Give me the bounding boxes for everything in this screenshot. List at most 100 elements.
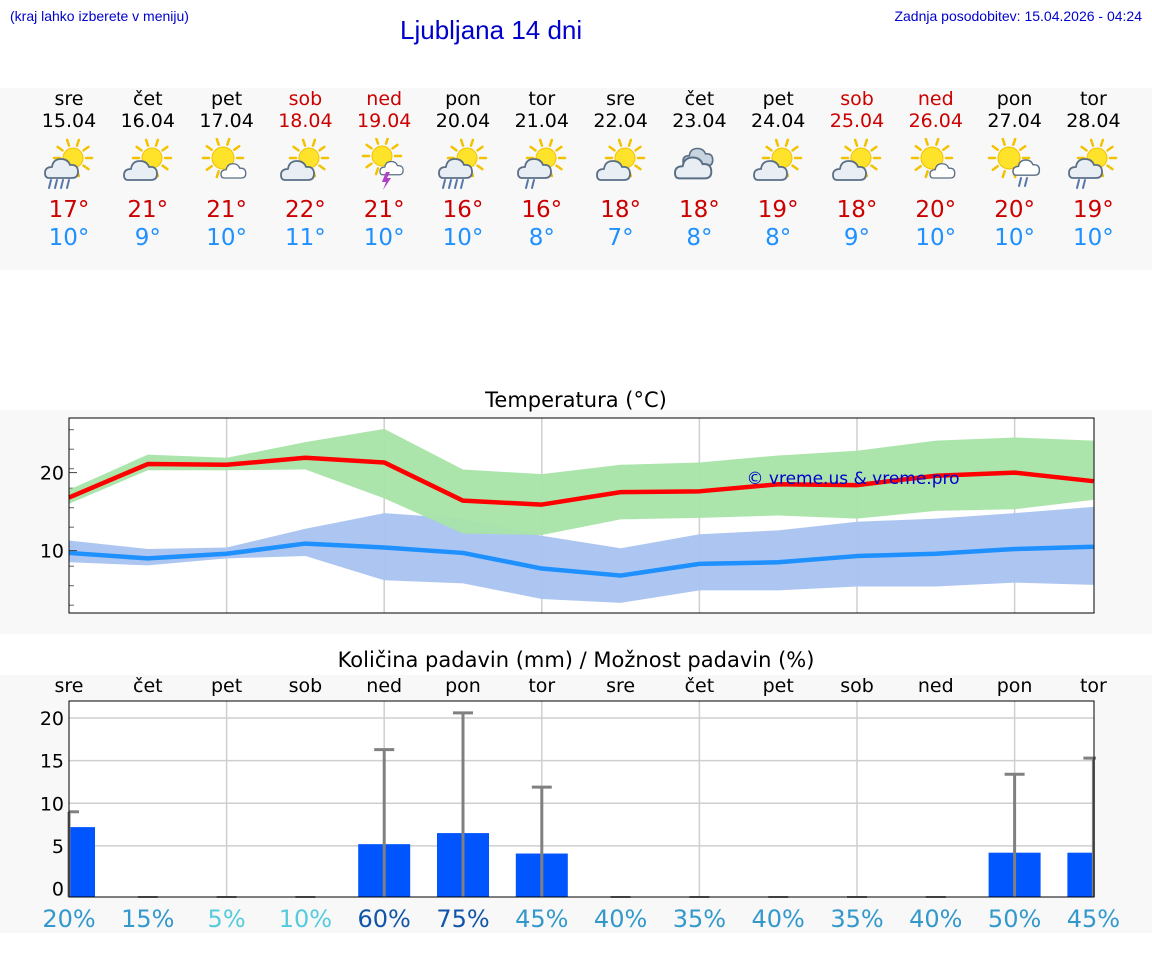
max-temperature: 18° xyxy=(836,197,878,223)
day-column: sre 22.04 18° 7° xyxy=(576,88,666,252)
forecast-band xyxy=(0,88,1152,270)
max-temperature: 16° xyxy=(442,197,484,223)
day-date: 27.04 xyxy=(987,110,1042,132)
partly-sunny-rain-icon xyxy=(438,138,488,189)
day-column: ned 19.04 21° 10° xyxy=(339,88,429,252)
day-name: sre xyxy=(54,88,84,110)
precipitation-probability: 75% xyxy=(436,905,489,933)
weekday-label: pet xyxy=(763,675,794,697)
day-name: ned xyxy=(366,88,403,110)
y-tick-label: 20 xyxy=(40,708,64,730)
partly-sunny-icon xyxy=(753,138,803,181)
watermark: © vreme.us & vreme.pro xyxy=(746,469,959,489)
max-temperature: 18° xyxy=(679,197,720,223)
min-temperature: 10° xyxy=(363,225,405,251)
partly-sunny-icon xyxy=(832,138,882,181)
temperature-chart-title: Temperatura (°C) xyxy=(485,388,667,412)
plot-frame xyxy=(68,700,1095,898)
precipitation-probability: 10% xyxy=(279,905,332,933)
day-name: ned xyxy=(917,88,954,110)
last-updated: Zadnja posodobitev: 15.04.2026 - 04:24 xyxy=(894,8,1142,24)
y-tick-label: 10 xyxy=(40,793,64,815)
precipitation-probability: 35% xyxy=(830,905,883,933)
day-column: tor 21.04 16° 8° xyxy=(497,88,587,252)
day-date: 20.04 xyxy=(435,110,491,132)
min-temperature: 10° xyxy=(1073,225,1114,251)
partly-sunny-icon xyxy=(595,138,645,181)
min-temperature: 10° xyxy=(442,225,484,251)
precipitation-bar xyxy=(1067,852,1094,897)
daily-forecast-row: sre 15.04 17° 10° čet 16.04 21° 9° pet 17.04 21° 10… xyxy=(0,88,1152,270)
precipitation-probability: 40% xyxy=(594,905,647,933)
day-column: sre 15.04 17° 10° xyxy=(24,88,114,252)
day-name: čet xyxy=(684,88,715,110)
day-name: sob xyxy=(840,88,874,110)
precipitation-probability: 40% xyxy=(752,905,805,933)
day-date: 26.04 xyxy=(908,110,963,132)
max-temperature: 22° xyxy=(285,197,326,223)
min-temperature: 10° xyxy=(48,225,90,251)
min-temperature-line xyxy=(68,541,1094,578)
day-name: pon xyxy=(445,88,481,110)
max-temperature-line xyxy=(68,455,1094,507)
y-tick-label: 10 xyxy=(40,541,64,563)
y-tick-label: 5 xyxy=(52,836,64,858)
day-date: 25.04 xyxy=(829,110,885,132)
precipitation-probability: 45% xyxy=(1067,905,1120,933)
max-temperature: 19° xyxy=(1073,197,1114,223)
min-temperature: 9° xyxy=(134,225,161,251)
min-temperature-band xyxy=(69,506,1094,603)
partly-sunny-icon xyxy=(122,138,173,181)
precipitation-bar xyxy=(69,827,95,897)
day-name: pet xyxy=(210,88,243,110)
precipitation-probability: 35% xyxy=(673,905,726,933)
min-temperature: 9° xyxy=(843,225,871,251)
max-temperature: 21° xyxy=(363,197,405,223)
day-column: pet 17.04 21° 10° xyxy=(182,88,272,252)
precipitation-chart-title: Količina padavin (mm) / Možnost padavin … xyxy=(337,648,815,672)
day-column: sob 18.04 22° 11° xyxy=(260,88,350,252)
partly-sunny-light-rain-icon xyxy=(516,138,567,189)
day-date: 17.04 xyxy=(199,110,254,132)
min-temperature: 8° xyxy=(528,225,555,251)
weekday-label: pon xyxy=(997,675,1033,697)
day-name: sre xyxy=(606,88,636,110)
day-name: tor xyxy=(1079,88,1107,110)
day-date: 23.04 xyxy=(672,110,727,132)
max-temperature: 21° xyxy=(206,197,247,223)
weekday-label: sob xyxy=(289,675,323,697)
min-temperature: 11° xyxy=(285,225,326,251)
weekday-label: čet xyxy=(133,675,163,697)
day-date: 16.04 xyxy=(120,110,175,132)
y-tick-label: 20 xyxy=(40,463,64,485)
day-name: čet xyxy=(133,88,163,110)
day-column: tor 28.04 19° 10° xyxy=(1048,88,1138,252)
day-column: čet 23.04 18° 8° xyxy=(654,88,744,252)
day-column: pon 27.04 20° 10° xyxy=(970,88,1060,252)
day-name: pet xyxy=(762,88,794,110)
partly-sunny-icon xyxy=(280,138,330,181)
mostly-sunny-icon xyxy=(910,138,956,179)
max-temperature: 16° xyxy=(521,197,563,223)
weekday-label: čet xyxy=(685,675,715,697)
weekday-label: ned xyxy=(918,675,954,697)
min-temperature: 10° xyxy=(915,225,957,251)
weekday-label: sre xyxy=(55,675,84,697)
day-date: 28.04 xyxy=(1066,110,1121,132)
precipitation-probability: 15% xyxy=(121,905,174,933)
weekday-label: sre xyxy=(606,675,635,697)
weekday-label: ned xyxy=(366,675,402,697)
day-date: 19.04 xyxy=(356,110,412,132)
day-name: sob xyxy=(288,88,323,110)
sun-shower-icon xyxy=(987,138,1040,187)
max-temperature: 20° xyxy=(994,197,1035,223)
mostly-sunny-icon xyxy=(201,138,247,179)
day-date: 21.04 xyxy=(514,110,569,132)
partly-sunny-rain-icon xyxy=(44,138,94,189)
min-temperature: 8° xyxy=(686,225,713,251)
precipitation-probability: 60% xyxy=(358,905,411,933)
weekday-label: pon xyxy=(445,675,481,697)
day-column: pet 24.04 19° 8° xyxy=(733,88,823,252)
precipitation-probability: 50% xyxy=(988,905,1041,933)
day-column: čet 16.04 21° 9° xyxy=(103,88,193,252)
